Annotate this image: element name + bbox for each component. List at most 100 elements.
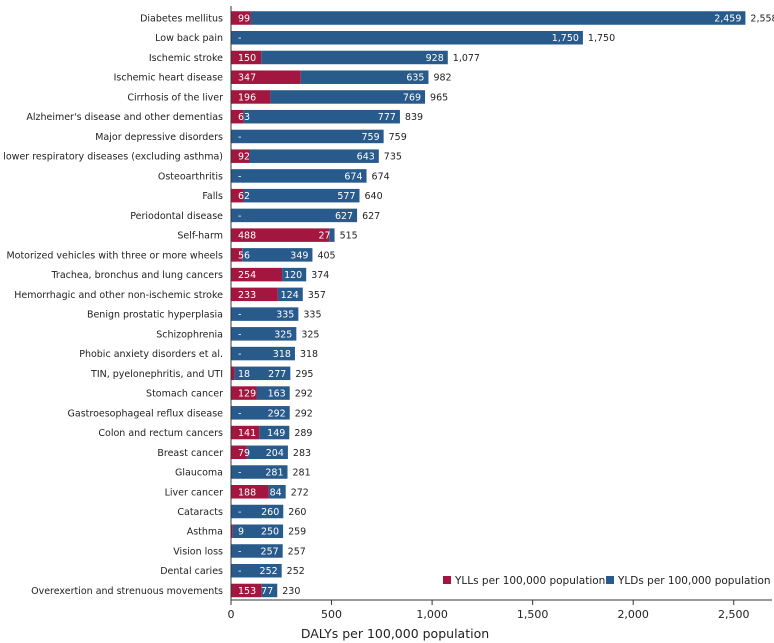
ylls-value-label: 18 (238, 369, 250, 380)
bar-ylls (231, 485, 269, 499)
category-label: Overexertion and strenuous movements (31, 586, 223, 597)
ylls-value-label: 188 (238, 487, 256, 498)
legend: YLLs per 100,000 population YLDs per 100… (443, 575, 771, 587)
category-label: Schizophrenia (156, 329, 223, 340)
bar-ylds (300, 70, 429, 84)
bar-ylds (270, 90, 426, 104)
bar-ylds (277, 287, 303, 302)
ylls-value-label: 488 (238, 231, 256, 242)
x-tick-label: 0 (228, 608, 235, 621)
bar-ylls (231, 248, 243, 262)
total-value-label: 272 (291, 487, 309, 498)
bar-ylds (246, 445, 288, 460)
ylls-value-label: - (238, 329, 241, 340)
x-axis: 0 500 1,000 1,500 2,000 2,500 (228, 6, 772, 621)
bar-ylds (231, 504, 284, 519)
category-label: Major depressive disorders (95, 132, 223, 143)
total-value-label: 335 (303, 310, 321, 321)
bar-ylds (231, 346, 295, 361)
total-value-label: 1,077 (453, 53, 480, 64)
bar-ylds (249, 149, 379, 163)
bar-ylls (231, 287, 278, 302)
total-value-label: 259 (288, 527, 306, 538)
category-label: Hemorrhagic and other non-ischemic strok… (14, 290, 223, 301)
bar-ylds (329, 228, 335, 242)
ylds-value-label: 281 (265, 468, 283, 479)
ylds-value-label: 257 (261, 546, 279, 557)
ylds-value-label: 124 (281, 290, 299, 301)
category-label: Colon and rectum cancers (98, 428, 223, 439)
x-tick-label: 2,500 (718, 608, 750, 621)
total-value-label: 292 (295, 408, 313, 419)
total-value-label: 374 (311, 270, 329, 281)
ylds-value-label: 769 (403, 92, 421, 103)
bar-ylds (268, 485, 286, 499)
bar-ylds (232, 524, 284, 538)
ylls-value-label: 129 (238, 389, 256, 400)
category-label: Ischemic stroke (149, 53, 223, 64)
category-label: Gastroesophageal reflux disease (68, 408, 224, 419)
bar-ylds (256, 386, 290, 400)
total-value-label: 252 (287, 566, 305, 577)
ylls-value-label: - (238, 546, 241, 557)
bar-ylds (261, 583, 278, 598)
bar-ylls (231, 583, 262, 598)
ylds-value-label: 349 (290, 250, 308, 261)
category-label: TIN, pyelonephritis, and UTI (90, 369, 223, 380)
total-value-label: 357 (308, 290, 326, 301)
category-label: Benign prostatic hyperplasia (87, 310, 223, 321)
ylls-value-label: - (238, 566, 241, 577)
bar-ylls (231, 70, 301, 84)
total-value-label: 515 (340, 231, 358, 242)
category-label: Stomach cancer (146, 389, 223, 400)
total-value-label: 281 (293, 468, 311, 479)
ylls-value-label: - (238, 211, 241, 222)
ylds-value-label: 635 (406, 73, 424, 84)
ylls-value-label: - (238, 349, 241, 360)
total-value-label: 735 (384, 152, 402, 163)
total-value-label: 982 (433, 73, 451, 84)
ylls-value-label: 62 (238, 191, 250, 202)
bar-ylls (231, 445, 247, 460)
bar-ylls (231, 524, 233, 538)
bar-ylds (231, 307, 299, 321)
total-value-label: 1,750 (588, 33, 615, 44)
ylds-value-label: 627 (335, 211, 353, 222)
ylls-value-label: 63 (238, 112, 250, 123)
ylds-value-label: 250 (261, 527, 279, 538)
bar-ylds (259, 425, 290, 440)
ylds-value-label: 260 (261, 507, 279, 518)
category-label: Motorized vehicles with three or more wh… (6, 250, 223, 261)
bar-ylls (231, 11, 251, 25)
ylds-value-label: 149 (267, 428, 285, 439)
x-tick-label: 1,000 (416, 608, 448, 621)
category-label: Trachea, bronchus and lung cancers (51, 270, 224, 281)
bar-ylds (242, 248, 313, 262)
category-label: Ischemic heart disease (114, 73, 224, 84)
total-value-label: 405 (317, 250, 335, 261)
bar-ylds (282, 267, 307, 282)
x-axis-title: DALYs per 100,000 population (301, 626, 489, 641)
bar-ylds (234, 366, 291, 381)
total-value-label: 292 (295, 389, 313, 400)
bar-ylds (231, 544, 283, 558)
x-tick-label: 500 (321, 608, 342, 621)
total-value-label: 627 (362, 211, 380, 222)
ylls-value-label: 153 (238, 586, 256, 597)
bar-ylls (231, 366, 235, 381)
category-label: Chronic lower respiratory diseases (excl… (0, 152, 223, 163)
ylds-value-label: 777 (378, 112, 396, 123)
bar-ylds (231, 169, 367, 183)
ylls-value-label: 254 (238, 270, 256, 281)
bar-ylls (231, 109, 244, 124)
category-label: Alzheimer's disease and other dementias (26, 112, 223, 123)
bar-ylls (231, 228, 330, 242)
total-value-label: 325 (301, 329, 319, 340)
bar-ylls (231, 90, 271, 104)
ylls-value-label: 92 (238, 152, 250, 163)
ylls-value-label: - (238, 507, 241, 518)
ylds-value-label: 77 (261, 586, 273, 597)
category-label: Cataracts (177, 507, 223, 518)
bar-ylls (231, 188, 244, 203)
